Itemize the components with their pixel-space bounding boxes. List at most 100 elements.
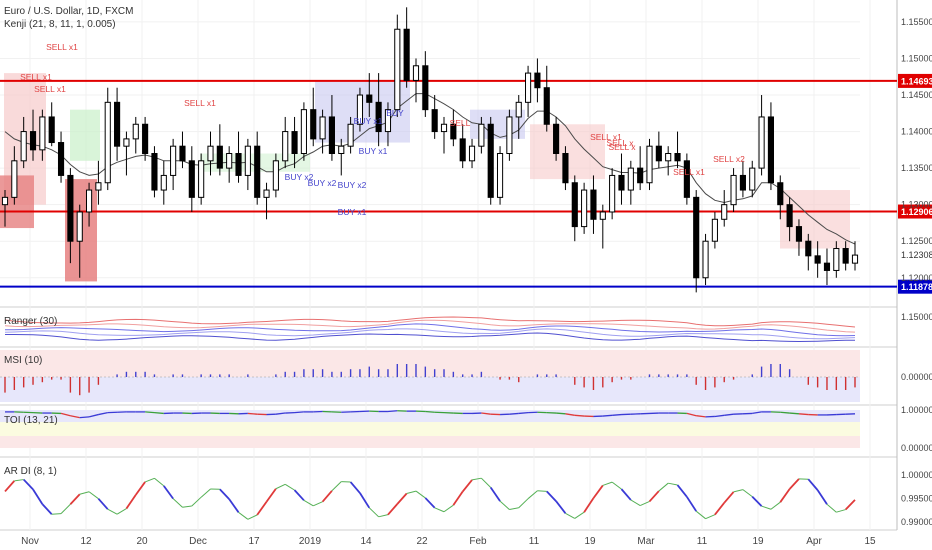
candle-down [805,240,812,257]
toi-segment [98,412,108,416]
ardi-segment [79,491,90,495]
toi-segment [294,411,304,414]
ardi-segment [238,511,249,520]
toi-segment [88,413,99,418]
ardi-segment [555,500,567,514]
ardi-segment [424,497,436,509]
ardi-segment [60,503,71,515]
chart-title: Euro / U.S. Dollar, 1D, FXCM [4,6,133,17]
ardi-segment [303,499,314,507]
ardi-segment [88,491,99,500]
candle-down [814,255,821,264]
ardi-segment [107,508,118,515]
time-tick-label: 17 [248,536,260,547]
sell-signal-label: SELL x [608,142,636,152]
candle-up [851,254,859,264]
candle-down [786,204,793,228]
candle-up [833,248,840,271]
ardi-segment [219,488,230,500]
ardi-segment [228,498,240,513]
candle-down [590,189,597,220]
candle-down [795,226,803,242]
price-tick-label: 1.13000 [901,200,932,210]
price-tag [898,204,932,219]
sell-signal-label: SELL x2 [713,154,745,164]
ardi-segment [172,498,183,508]
kenji-line [4,93,856,245]
time-tick-label: Apr [806,536,822,547]
candle-down [543,87,550,125]
time-tick-label: 20 [136,536,148,547]
ardi-segment [630,499,641,506]
candle-down [553,123,560,154]
ardi-segment [396,492,408,505]
candle-down [571,182,578,228]
time-tick-label: 19 [584,536,596,547]
candle-up [244,145,251,176]
price-tick-label: 1.12500 [901,236,932,246]
candle-up [1,196,9,206]
candle-down [48,116,55,144]
candle-up [20,131,27,162]
candle-down [151,153,158,191]
candle-down [216,145,223,169]
candle-down [562,153,569,184]
candle-down [114,101,121,147]
buy-signal-label: BUY x1 [359,146,388,156]
ardi-segment [639,500,650,506]
ardi-segment [378,514,389,518]
candle-up [412,65,420,81]
signal-zones [0,73,850,282]
toi-segment [425,410,435,413]
ardi-tick-label: 0.99500 [901,494,932,504]
ardi-segment [116,508,127,515]
candle-down [637,167,644,184]
ardi-segment [14,479,24,482]
toi-segment [565,413,575,416]
time-tick-label: Nov [21,536,39,547]
candle-down [459,138,466,162]
indicator-panes [0,316,860,520]
candle-up [609,174,616,213]
candle-up [468,145,476,162]
toi-segment [714,414,725,418]
sell-signal-label: SELL [450,118,471,128]
ardi-segment [284,483,295,491]
candle-up [581,189,588,228]
candle-up [123,138,130,147]
ardi-segment [648,490,660,503]
candle-down [739,174,746,191]
ardi-segment [489,486,501,502]
candle-up [646,145,653,184]
ardi-segment [359,492,371,509]
candle-up [95,182,102,191]
ardi-segment [265,488,277,503]
candle-down [674,153,681,162]
ardi-segment [770,501,781,510]
ardi-segment [368,507,379,518]
candle-up [272,160,279,191]
ardi-segment [845,499,856,511]
candle-up [599,211,606,220]
toi-tick-label: 0.00000 [901,443,932,453]
toi-segment [387,410,398,413]
ardi-segment [51,513,62,515]
toi-segment [509,412,519,415]
toi-segment [275,412,286,415]
toi-segment [247,412,258,415]
ardi-segment [761,505,772,510]
ardi-segment [135,481,146,496]
ranger-band-line [4,328,856,340]
time-tick-label: Mar [637,536,655,547]
ardi-segment [714,502,725,516]
ranger-band-line [4,319,856,333]
candle-up [263,189,270,198]
toi-segment [752,411,762,415]
ardi-segment [125,494,137,510]
price-tag-label: 1.11878 [901,282,932,292]
ardi-segment [256,501,268,516]
ranger-band-line [5,332,856,343]
ardi-segment [620,488,632,501]
sell-signal-label: SELL x1 [34,84,66,94]
candle-down [291,131,298,154]
